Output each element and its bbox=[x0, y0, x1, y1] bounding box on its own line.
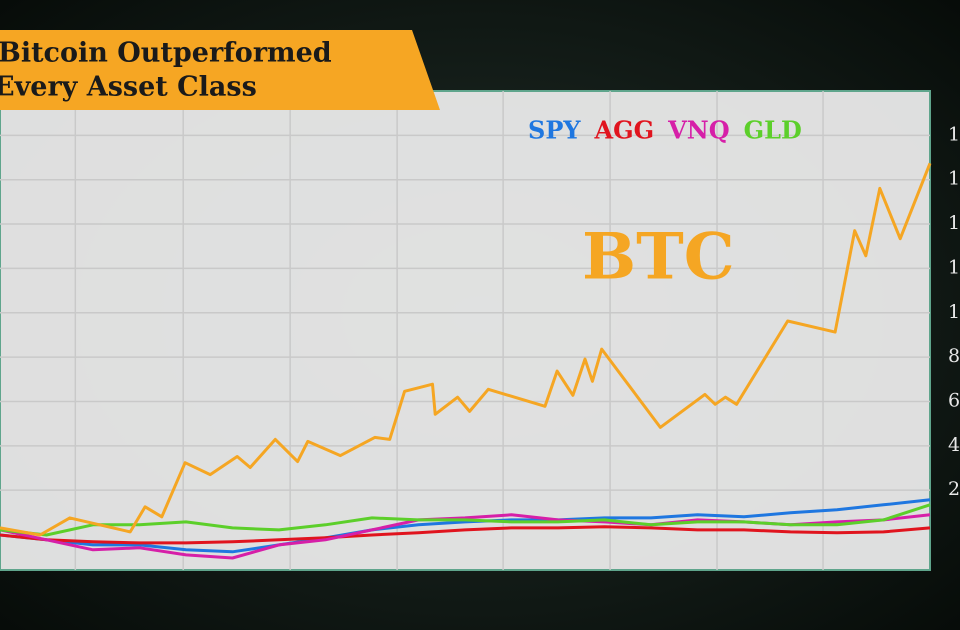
series-line bbox=[0, 498, 931, 554]
plot-area bbox=[0, 90, 931, 571]
grid bbox=[0, 91, 930, 570]
y-tick-label: 1 bbox=[948, 301, 960, 323]
legend-entry: GLD bbox=[744, 116, 802, 145]
y-tick-label: 4 bbox=[948, 434, 960, 456]
title-banner bbox=[0, 30, 440, 110]
y-tick-label: 1 bbox=[948, 256, 960, 278]
y-tick-label: 8 bbox=[948, 345, 960, 367]
legend-entry: AGG bbox=[594, 116, 655, 145]
y-tick-label: 1 bbox=[948, 212, 960, 234]
legend-entry: SPY bbox=[528, 116, 581, 145]
series-line bbox=[0, 525, 931, 545]
legend: SPY AGG VNQ GLD BTC bbox=[528, 116, 802, 295]
series-line bbox=[0, 503, 931, 537]
series-label: BTC bbox=[582, 220, 735, 295]
legend-entry: VNQ bbox=[667, 116, 729, 145]
lines bbox=[0, 162, 932, 560]
y-tick-label: 2 bbox=[948, 478, 960, 500]
series-line bbox=[0, 162, 932, 537]
y-tick-label: 1 bbox=[948, 168, 960, 190]
chart-title: Bitcoin Outperformed bbox=[0, 38, 332, 69]
y-tick-label: 1 bbox=[948, 123, 960, 145]
y-tick-label: 6 bbox=[948, 389, 960, 411]
chart-title: Every Asset Class bbox=[0, 72, 257, 103]
